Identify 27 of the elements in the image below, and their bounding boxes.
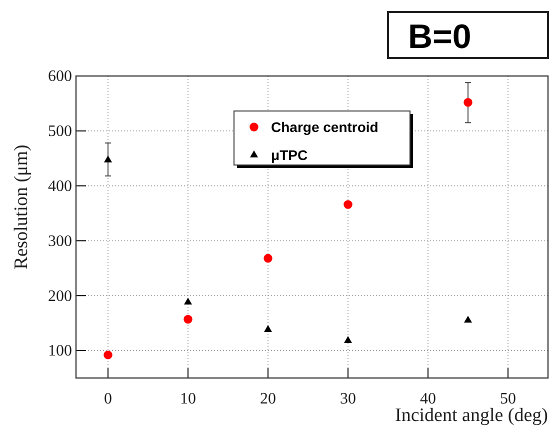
point [264, 254, 272, 263]
point [104, 350, 112, 360]
x-tick-label: 0 [104, 390, 112, 408]
x-tick-label: 50 [500, 390, 516, 408]
legend-label: Charge centroid [271, 119, 378, 135]
y-tick-label: 100 [48, 342, 72, 360]
point [464, 316, 472, 323]
y-tick-label: 200 [48, 288, 72, 305]
x-tick-label: 20 [260, 390, 276, 408]
x-tick-label: 10 [180, 390, 196, 408]
y-tick-label: 300 [48, 232, 72, 250]
x-tick-label: 30 [340, 390, 356, 408]
x-tick-label: 40 [420, 390, 436, 408]
point [104, 155, 112, 162]
text: B=0 [408, 18, 472, 56]
point [184, 314, 192, 324]
point [184, 298, 192, 305]
point [344, 336, 352, 343]
y-tick-label: 600 [48, 68, 72, 86]
point [344, 200, 352, 209]
x-axis-title: Incident angle (deg) [395, 405, 548, 426]
y-tick-label: 400 [48, 178, 72, 195]
y-axis-title: Resolution (μm) [11, 144, 32, 270]
point [264, 325, 272, 332]
y-tick-label: 500 [48, 123, 72, 140]
point [464, 98, 472, 107]
legend-label: μTPC [271, 147, 308, 163]
